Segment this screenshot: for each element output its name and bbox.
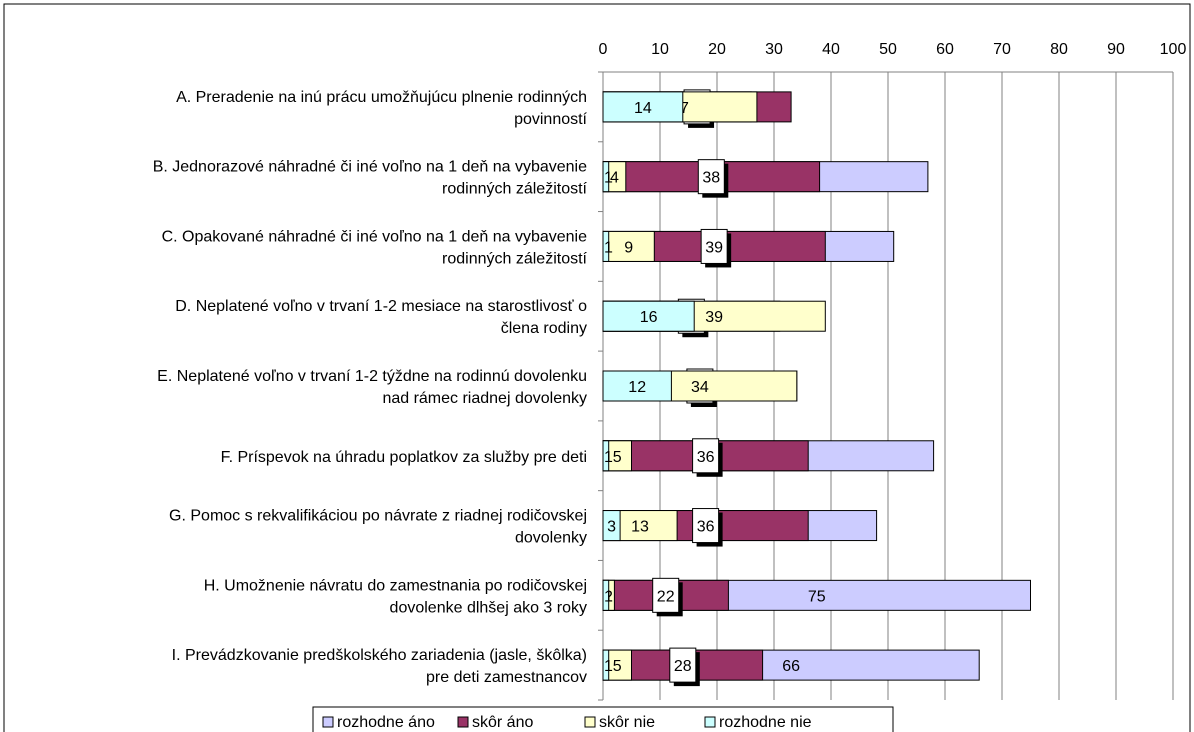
x-tick-label: 100 [1160,41,1187,58]
category-labels: A. Preradenie na inú prácu umožňujúcu pl… [153,89,588,686]
legend-label: rozhodne nie [719,714,812,731]
x-tick-label: 50 [879,41,897,58]
bar-segment [602,230,610,262]
data-label: 16 [640,309,658,326]
category-label: H. Umožnenie návratu do zamestnania po r… [204,577,587,594]
bar-segment [602,510,621,542]
legend-swatch [457,716,469,728]
category-label: F. Príspevok na úhradu poplatkov za služ… [221,449,587,466]
x-tick-label: 70 [993,41,1011,58]
data-label-box [692,438,720,474]
category-label: B. Jednorazové náhradné či iné voľno na … [153,159,587,176]
category-label: A. Preradenie na inú prácu umožňujúcu pl… [176,89,587,106]
category-label: G. Pomoc s rekvalifikáciou po návrate z … [169,508,587,525]
x-tick-label: 40 [822,41,840,58]
x-tick-label: 80 [1050,41,1068,58]
bar-segment [602,300,695,332]
x-tick-label: 60 [936,41,954,58]
data-label: 75 [808,588,826,605]
x-tick-label: 0 [599,41,608,58]
data-label: 39 [705,309,723,326]
category-label: nad rámec riadnej dovolenky [382,390,587,407]
category-label: rodinných záležitostí [442,250,588,267]
data-label: 5 [613,658,622,675]
category-label: dovolenky [515,530,587,547]
category-label: E. Neplatené voľno v trvaní 1-2 týždne n… [157,368,587,385]
data-label: 3 [607,519,616,536]
category-label: dovolenke dlhšej ako 3 roky [390,599,587,616]
category-label: I. Prevádzkovanie predškolského zariaden… [172,647,587,664]
data-label: 9 [624,239,633,256]
data-label: 36 [697,519,715,536]
data-label: 39 [705,239,723,256]
bar-segment [602,161,610,193]
x-tick-label: 20 [708,41,726,58]
bar-segment [602,649,610,681]
data-label: 1 [604,170,613,187]
category-label: C. Opakované náhradné či iné voľno na 1 … [162,228,588,245]
bar-segment [602,440,610,472]
category-label: D. Neplatené voľno v trvaní 1-2 mesiace … [175,298,587,315]
category-label: člena rodiny [501,320,587,337]
data-label: 1 [604,239,613,256]
data-label: 14 [634,100,652,117]
legend-box [312,706,894,732]
data-label: 4 [610,170,619,187]
data-label: 12 [628,379,646,396]
bar-segment [602,91,684,123]
legend-swatch [322,716,334,728]
data-label: 1 [604,588,613,605]
data-label-box [652,577,680,613]
legend-label: rozhodne áno [337,714,435,731]
x-tick-label: 30 [765,41,783,58]
legend-label: skôr nie [599,714,655,731]
category-label: rodinných záležitostí [442,181,588,198]
data-label: 1 [604,449,613,466]
bar-segment [602,579,610,611]
data-label: 66 [782,658,800,675]
data-label-box [697,159,725,195]
data-label: 28 [674,658,692,675]
category-label: povinností [514,111,587,128]
data-label: 38 [702,170,720,187]
data-label: 22 [657,588,675,605]
legend: rozhodne áno skôr áno skôr nie rozhodne nie [312,706,894,732]
bar-segment [602,370,672,402]
data-label: 34 [691,379,709,396]
data-label: 13 [631,519,649,536]
data-label: 5 [613,449,622,466]
x-tick-label: 10 [651,41,669,58]
legend-label: skôr áno [472,714,533,731]
bars: 2633271457384151399114313916203434125836… [602,89,1031,687]
data-label-box [669,647,697,683]
data-label-box [700,228,728,264]
legend-swatch [584,716,596,728]
data-label: 36 [697,449,715,466]
category-label: pre deti zamestnancov [426,669,587,686]
x-tick-label: 90 [1107,41,1125,58]
data-label: 1 [604,658,613,675]
data-label-box [692,508,720,544]
legend-swatch [704,716,716,728]
